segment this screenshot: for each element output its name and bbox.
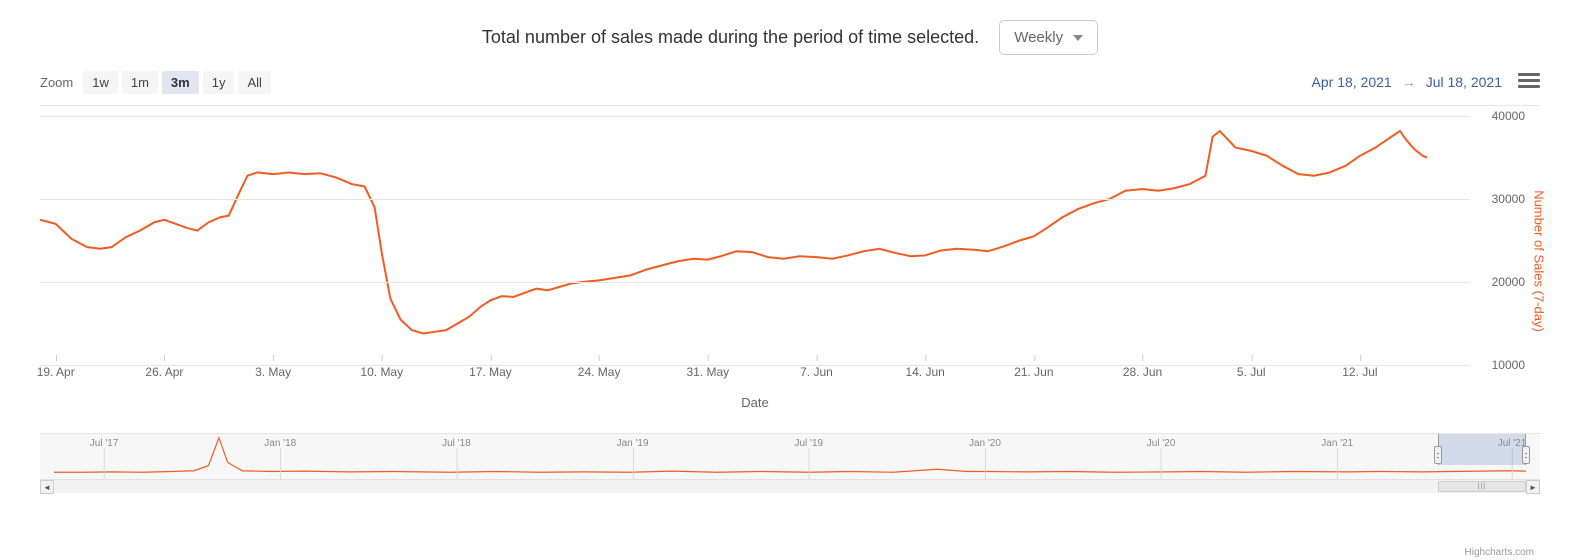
plot-area[interactable]: 10000200003000040000	[40, 116, 1470, 365]
navigator-tick-label: Jan '20	[969, 438, 1001, 449]
chart-header: Total number of sales made during the pe…	[0, 0, 1580, 55]
x-tick-label: 3. May	[255, 365, 291, 379]
gridline	[40, 199, 1470, 200]
gridline	[40, 116, 1470, 117]
x-tick-label: 26. Apr	[145, 365, 183, 379]
x-axis-ticks: 19. Apr 26. Apr 3. May 10. May 17. May 24. Ma…	[40, 365, 1470, 385]
navigator-handle-left[interactable]	[1434, 446, 1442, 464]
x-tick-label: 28. Jun	[1123, 365, 1162, 379]
aggregation-dropdown[interactable]: Weekly	[999, 20, 1098, 55]
date-from[interactable]: Apr 18, 2021	[1312, 74, 1392, 90]
toolbar-right: Apr 18, 2021 → Jul 18, 2021	[1312, 73, 1540, 91]
zoom-button-1w[interactable]: 1w	[83, 71, 118, 94]
chart-credit[interactable]: Highcharts.com	[1465, 547, 1534, 558]
chevron-down-icon	[1073, 33, 1083, 43]
chart-menu-icon[interactable]	[1518, 73, 1540, 91]
y-tick-label: 30000	[1492, 192, 1525, 206]
zoom-button-1m[interactable]: 1m	[122, 71, 158, 94]
navigator-tick-label: Jan '19	[617, 438, 649, 449]
navigator-tick-label: Jan '21	[1321, 438, 1353, 449]
chart-description: Total number of sales made during the pe…	[482, 27, 979, 48]
x-axis-title: Date	[40, 395, 1470, 410]
navigator-tick-label: Jul '20	[1147, 438, 1176, 449]
dropdown-label: Weekly	[1014, 29, 1063, 46]
main-chart: 10000200003000040000 Number of Sales (7-…	[40, 105, 1540, 415]
zoom-label: Zoom	[40, 75, 73, 90]
x-tick-label: 5. Jul	[1237, 365, 1266, 379]
navigator-plot[interactable]: Jul '17 Jan '18 Jul '18 Jan '19 Jul '19 Jan '…	[54, 434, 1526, 479]
x-tick-label: 31. May	[686, 365, 729, 379]
x-tick-label: 14. Jun	[905, 365, 944, 379]
date-range-selector[interactable]: Apr 18, 2021 → Jul 18, 2021	[1312, 74, 1502, 90]
date-to[interactable]: Jul 18, 2021	[1426, 74, 1502, 90]
navigator-handle-right[interactable]	[1522, 446, 1530, 464]
x-tick-label: 24. May	[578, 365, 621, 379]
navigator-tick-label: Jul '18	[442, 438, 471, 449]
x-tick-label: 10. May	[360, 365, 403, 379]
x-tick-label: 17. May	[469, 365, 512, 379]
y-tick-label: 40000	[1492, 109, 1525, 123]
chart-toolbar: Zoom 1w1m3m1yAll Apr 18, 2021 → Jul 18, …	[0, 55, 1580, 97]
line-series	[40, 116, 1470, 365]
x-tick-label: 19. Apr	[37, 365, 75, 379]
x-tick-label: 12. Jul	[1342, 365, 1377, 379]
navigator-tick-label: Jan '18	[264, 438, 296, 449]
zoom-button-All[interactable]: All	[238, 71, 270, 94]
x-tick-label: 21. Jun	[1014, 365, 1053, 379]
y-tick-label: 20000	[1492, 275, 1525, 289]
navigator-tick-label: Jul '17	[90, 438, 119, 449]
x-tick-label: 7. Jun	[800, 365, 833, 379]
zoom-button-1y[interactable]: 1y	[203, 71, 235, 94]
scroll-left-button[interactable]: ◄	[40, 480, 54, 494]
navigator-tick-label: Jul '19	[794, 438, 823, 449]
zoom-controls: Zoom 1w1m3m1yAll	[40, 75, 275, 90]
scroll-thumb[interactable]: |||	[1438, 481, 1526, 492]
date-range-separator: →	[1402, 74, 1416, 90]
scroll-right-button[interactable]: ►	[1526, 480, 1540, 494]
navigator-ticks: Jul '17 Jan '18 Jul '18 Jan '19 Jul '19 Jan '…	[68, 438, 1512, 450]
navigator-selection[interactable]	[1438, 434, 1526, 465]
gridline	[40, 282, 1470, 283]
zoom-button-3m[interactable]: 3m	[162, 71, 199, 94]
y-tick-label: 10000	[1492, 358, 1525, 372]
scroll-track[interactable]: |||	[54, 480, 1526, 493]
navigator: Jul '17 Jan '18 Jul '18 Jan '19 Jul '19 Jan '…	[40, 433, 1540, 493]
y-axis-title: Number of Sales (7-day)	[1532, 190, 1547, 332]
navigator-scrollbar: ◄ ||| ►	[40, 479, 1540, 493]
